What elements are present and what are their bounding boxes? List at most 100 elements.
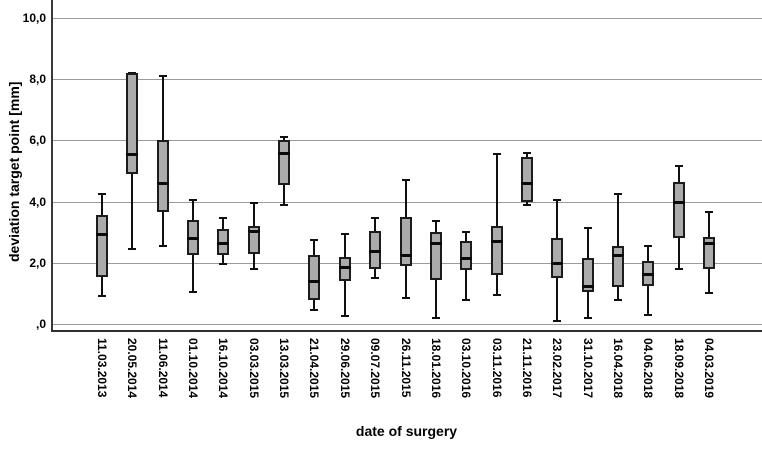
whisker-cap-bottom xyxy=(705,292,713,295)
whisker-cap-bottom xyxy=(401,296,410,299)
whisker-cap-top xyxy=(401,179,410,182)
x-tick-label: 16.10.2014 xyxy=(216,338,231,399)
whisker-cap-bottom xyxy=(98,295,106,298)
y-tick-label: ,0 xyxy=(35,317,46,331)
whisker-cap-top xyxy=(553,199,562,202)
whisker-cap-bottom xyxy=(522,203,531,206)
whisker-cap-bottom xyxy=(644,313,653,316)
iqr-box xyxy=(429,232,442,280)
whisker-cap-bottom xyxy=(310,309,319,312)
iqr-box xyxy=(672,181,685,239)
whisker-cap-top xyxy=(462,231,471,234)
median-line xyxy=(703,241,715,245)
iqr-box xyxy=(308,255,321,300)
whisker-cap-top xyxy=(219,217,228,220)
x-tick-label: 20.05.2014 xyxy=(125,338,140,399)
whisker-cap-bottom xyxy=(674,267,683,270)
median-line xyxy=(247,229,260,233)
gridline xyxy=(53,201,762,203)
whisker-cap-bottom xyxy=(189,290,198,293)
y-axis-line xyxy=(51,0,53,332)
median-line xyxy=(217,241,230,245)
median-line xyxy=(156,182,169,186)
gridline xyxy=(53,324,762,325)
whisker-cap-bottom xyxy=(371,277,380,280)
x-tick-label: 11.06.2014 xyxy=(155,338,170,398)
gridline xyxy=(53,140,762,142)
whisker-cap-top xyxy=(249,202,258,205)
iqr-box xyxy=(96,215,108,277)
x-tick-label: 03.10.2016 xyxy=(459,338,474,399)
whisker-cap-bottom xyxy=(462,298,471,301)
x-tick-label: 13.03.2015 xyxy=(277,338,292,399)
whisker-cap-bottom xyxy=(553,319,562,322)
x-tick-label: 21.11.2016 xyxy=(519,338,534,398)
iqr-box xyxy=(490,226,503,276)
whisker-cap-bottom xyxy=(492,293,501,296)
median-line xyxy=(278,151,291,155)
whisker-cap-top xyxy=(705,211,713,214)
whisker-cap-bottom xyxy=(280,203,289,206)
x-tick-label: 21.04.2015 xyxy=(307,338,322,399)
x-tick-label: 04.06.2018 xyxy=(641,338,656,399)
iqr-box xyxy=(247,226,260,254)
median-line xyxy=(126,153,139,157)
whisker-cap-top xyxy=(522,151,531,154)
whisker-cap-top xyxy=(340,232,349,235)
median-line xyxy=(338,266,351,270)
median-line xyxy=(642,272,655,276)
whisker-cap-top xyxy=(431,220,440,223)
iqr-box xyxy=(278,140,291,185)
iqr-box xyxy=(520,157,533,202)
x-tick-label: 26.11.2015 xyxy=(398,338,413,398)
x-tick-label: 01.10.2014 xyxy=(186,338,201,399)
median-line xyxy=(96,232,108,236)
median-line xyxy=(672,200,685,204)
whisker-cap-top xyxy=(583,226,592,229)
x-tick-label: 23.02.2017 xyxy=(550,338,565,399)
median-line xyxy=(551,261,564,265)
whisker-cap-bottom xyxy=(249,267,258,270)
whisker-cap-top xyxy=(644,244,653,247)
x-tick-label: 18.01.2016 xyxy=(428,338,443,399)
x-tick-label: 16.04.2018 xyxy=(610,338,625,399)
whisker-cap-top xyxy=(613,192,622,195)
whisker-cap-bottom xyxy=(583,316,592,319)
gridline xyxy=(53,18,762,19)
y-tick-label: 10,0 xyxy=(22,11,46,25)
whisker-cap-top xyxy=(674,165,683,168)
whisker-line xyxy=(495,154,498,295)
whisker-cap-top xyxy=(98,192,106,195)
iqr-box xyxy=(399,216,412,266)
whisker-cap-bottom xyxy=(158,244,167,247)
median-line xyxy=(611,254,624,258)
iqr-box xyxy=(460,241,473,271)
x-tick-label: 31.10.2017 xyxy=(580,338,595,399)
y-tick-label: 6,0 xyxy=(29,133,46,148)
whisker-cap-top xyxy=(371,217,380,220)
whisker-cap-top xyxy=(280,136,289,139)
median-line xyxy=(187,237,200,241)
y-tick-label: 2,0 xyxy=(29,255,46,270)
whisker-cap-bottom xyxy=(219,263,228,266)
whisker-cap-bottom xyxy=(340,315,349,318)
x-tick-label: 11.03.2013 xyxy=(95,338,109,398)
whisker-cap-bottom xyxy=(613,298,622,301)
iqr-box xyxy=(581,258,594,292)
whisker-cap-top xyxy=(158,75,167,78)
x-tick-label: 03.11.2016 xyxy=(489,338,504,398)
iqr-box xyxy=(611,245,624,288)
iqr-box xyxy=(126,73,139,175)
y-axis-title: deviation target point [mm] xyxy=(6,81,22,262)
x-tick-label: 29.06.2015 xyxy=(337,338,352,399)
iqr-box xyxy=(156,140,169,213)
gridline xyxy=(53,79,762,81)
median-line xyxy=(460,257,473,261)
median-line xyxy=(429,241,442,245)
whisker-cap-top xyxy=(189,199,198,202)
median-line xyxy=(308,280,321,284)
x-axis-title: date of surgery xyxy=(355,423,458,439)
whisker-cap-top xyxy=(310,238,319,241)
x-axis-line xyxy=(51,330,762,332)
